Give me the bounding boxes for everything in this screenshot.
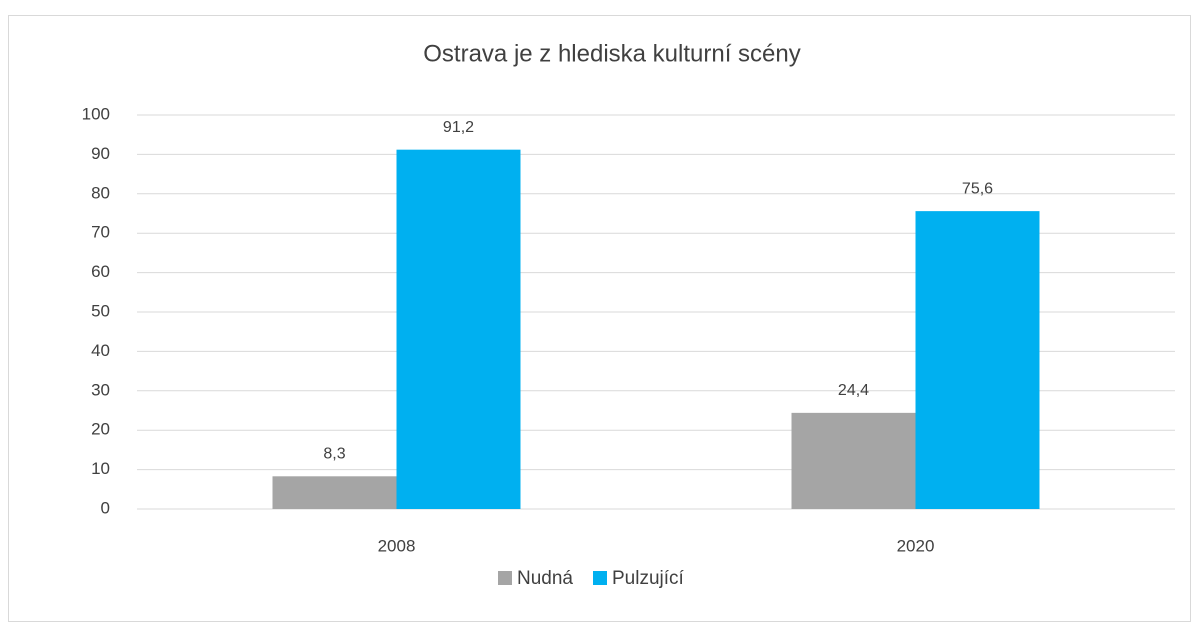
data-label: 24,4: [838, 382, 869, 399]
chart-title: Ostrava je z hlediska kulturní scény: [423, 40, 801, 67]
legend-label: Nudná: [517, 568, 573, 589]
bar: [791, 412, 916, 509]
y-tick-label: 30: [91, 380, 110, 399]
y-tick-label: 10: [91, 459, 110, 478]
y-tick-label: 20: [91, 420, 110, 439]
legend-swatch: [593, 571, 607, 585]
y-tick-label: 60: [91, 262, 110, 281]
bar: [396, 149, 521, 509]
data-label: 8,3: [323, 446, 345, 463]
data-label: 91,2: [443, 119, 474, 136]
legend-label: Pulzující: [612, 568, 685, 589]
data-label: 75,6: [962, 180, 993, 197]
bar: [272, 476, 397, 509]
y-tick-label: 0: [101, 498, 110, 517]
legend-swatch: [498, 571, 512, 585]
y-tick-label: 70: [91, 223, 110, 242]
y-tick-label: 80: [91, 183, 110, 202]
x-tick-label: 2020: [897, 536, 935, 555]
y-tick-label: 100: [82, 104, 110, 123]
y-tick-label: 40: [91, 341, 110, 360]
bar: [915, 211, 1040, 510]
y-tick-label: 90: [91, 144, 110, 163]
x-tick-label: 2008: [378, 536, 416, 555]
y-tick-label: 50: [91, 301, 110, 320]
